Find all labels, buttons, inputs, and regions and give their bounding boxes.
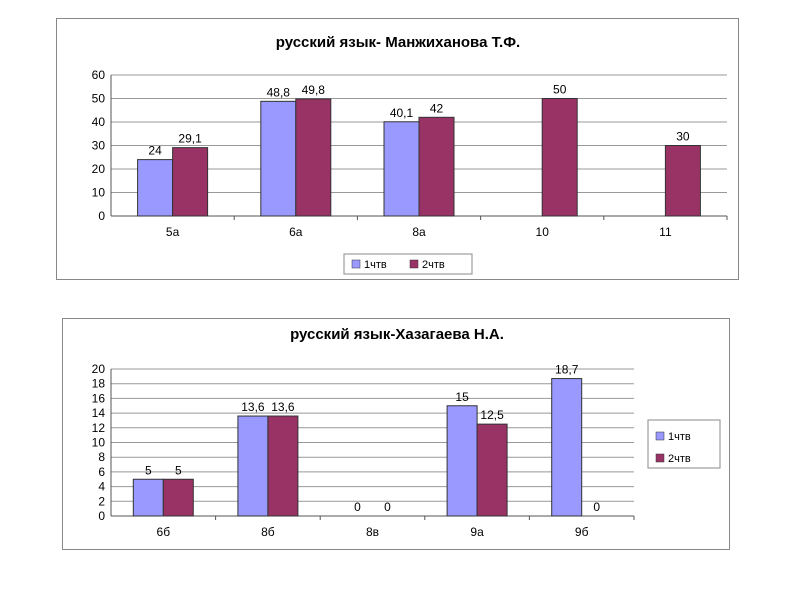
legend-box	[343, 253, 473, 275]
x-tick-label: 11	[659, 225, 672, 239]
chart-title: русский язык-Хазагаева Н.А.	[290, 326, 504, 343]
bar-2чтв	[418, 116, 455, 217]
y-tick-label: 40	[92, 115, 106, 129]
x-tick-label: 9б	[575, 525, 589, 539]
y-tick-label: 0	[98, 209, 105, 223]
data-label: 42	[430, 101, 444, 115]
bar-2чтв	[172, 147, 209, 217]
data-label: 5	[145, 463, 152, 477]
x-tick-label: 9а	[470, 525, 484, 539]
data-label: 0	[384, 500, 391, 514]
x-tick-label: 8в	[366, 525, 379, 539]
y-tick-label: 14	[92, 406, 106, 420]
bar-1чтв	[551, 378, 583, 517]
data-label: 0	[354, 500, 361, 514]
legend-swatch	[655, 431, 665, 441]
data-label: 40,1	[390, 106, 414, 120]
y-tick-label: 10	[92, 436, 106, 450]
y-tick-label: 0	[98, 509, 105, 523]
y-tick-label: 50	[92, 92, 106, 106]
legend-label: 1чтв	[668, 431, 691, 443]
data-label: 30	[676, 130, 690, 144]
data-label: 50	[553, 83, 567, 97]
chart-title: русский язык- Манжиханова Т.Ф.	[276, 34, 520, 51]
bar-1чтв	[446, 405, 478, 517]
bar-1чтв	[260, 100, 297, 217]
y-tick-label: 6	[98, 465, 105, 479]
legend-label: 2чтв	[422, 259, 445, 271]
bar-2чтв	[476, 423, 508, 517]
legend-label: 2чтв	[668, 453, 691, 465]
data-label: 12,5	[480, 408, 504, 422]
y-tick-label: 2	[98, 494, 105, 508]
x-tick-label: 10	[536, 225, 550, 239]
y-tick-label: 8	[98, 450, 105, 464]
data-label: 15	[455, 390, 469, 404]
legend-swatch	[655, 453, 665, 463]
bar-2чтв	[295, 98, 332, 217]
y-tick-label: 12	[92, 421, 106, 435]
data-label: 24	[148, 144, 162, 158]
data-label: 18,7	[555, 363, 579, 377]
bar-2чтв	[267, 415, 299, 517]
x-tick-label: 8а	[412, 225, 426, 239]
y-tick-label: 4	[98, 480, 105, 494]
chart-panel-khazagaeva: русский язык-Хазагаева Н.А. 0 2 4 6 8 10 12 14 16…	[62, 318, 730, 550]
bar-2чтв	[162, 478, 194, 517]
x-tick-label: 6б	[157, 525, 171, 539]
x-tick-label: 8б	[261, 525, 275, 539]
legend-swatch	[409, 259, 419, 269]
bar-1чтв	[132, 478, 164, 517]
data-label: 13,6	[271, 400, 295, 414]
y-tick-label: 18	[92, 377, 106, 391]
data-label: 48,8	[267, 85, 291, 99]
bar-1чтв	[383, 121, 420, 217]
bar-2чтв	[664, 145, 701, 217]
data-label: 29,1	[178, 132, 202, 146]
x-tick-label: 5а	[166, 225, 180, 239]
y-tick-label: 30	[92, 139, 106, 153]
chart-panel-manzhikhanova: русский язык- Манжиханова Т.Ф. 0 10 20 30 40 5…	[56, 18, 739, 280]
bar-chart-manzhikhanova: русский язык- Манжиханова Т.Ф. 0 10 20 30 40 5…	[92, 34, 728, 275]
y-tick-label: 20	[92, 362, 106, 376]
data-label: 13,6	[241, 400, 265, 414]
y-tick-label: 10	[92, 186, 106, 200]
legend-swatch	[351, 259, 361, 269]
bar-1чтв	[137, 159, 174, 217]
bar-1чтв	[237, 415, 269, 517]
data-label: 0	[593, 500, 600, 514]
x-tick-label: 6а	[289, 225, 303, 239]
bar-2чтв	[541, 98, 578, 217]
bar-chart-khazagaeva: русский язык-Хазагаева Н.А.0246810121416…	[92, 326, 721, 539]
data-label: 5	[175, 463, 182, 477]
y-tick-label: 16	[92, 391, 106, 405]
data-label: 49,8	[302, 83, 326, 97]
y-tick-label: 20	[92, 162, 106, 176]
y-tick-label: 60	[92, 68, 106, 82]
legend-label: 1чтв	[364, 259, 387, 271]
